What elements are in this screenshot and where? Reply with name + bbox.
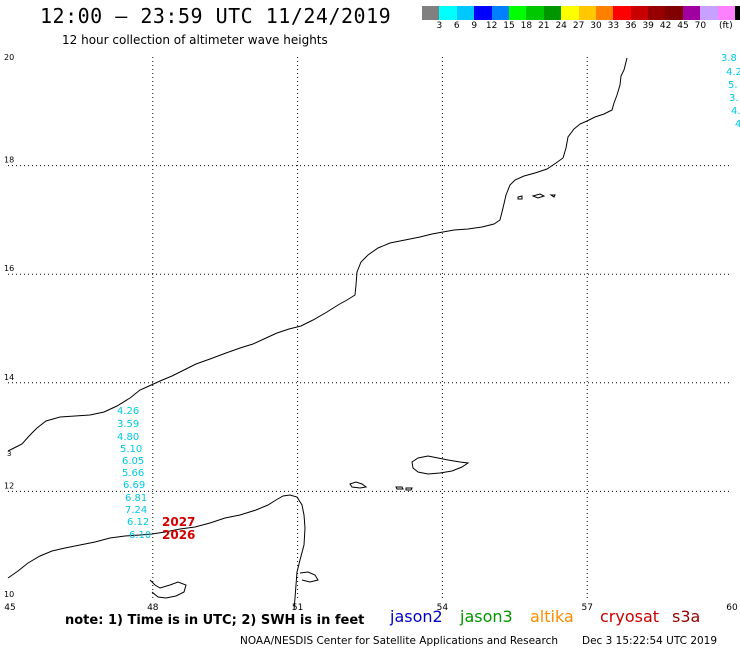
satellite-cryosat: cryosat: [600, 607, 660, 626]
scale-label: 45: [677, 21, 689, 31]
scale-label: 36: [625, 21, 637, 31]
note-text: note: 1) Time is in UTC; 2) SWH is in fe…: [65, 613, 365, 628]
axis-tick-labels: 45 48 51 54 57 60 20 18 16 14 12 10: [4, 53, 738, 613]
satellite-jason2: jason2: [390, 607, 443, 626]
map-title: 12:00 – 23:59 UTC 11/24/2019: [40, 4, 392, 28]
scale-swatch: [474, 6, 492, 20]
scale-label: 24: [555, 21, 567, 31]
island-small-3: [405, 487, 413, 491]
wave-height-label: 3.8: [721, 53, 737, 64]
scale-swatch: [578, 6, 596, 20]
scale-swatch: [735, 6, 740, 20]
wave-height-label: 4: [735, 119, 740, 130]
wave-height-label: 6.69: [123, 480, 145, 491]
satellite-jason3: jason3: [460, 607, 513, 626]
scale-label: 12: [485, 21, 498, 31]
x-tick-label: 45: [4, 603, 15, 613]
y-tick-label: 10: [4, 590, 14, 599]
scale-swatch: [682, 6, 701, 20]
scale-label: 6: [453, 21, 460, 31]
x-tick-label: 48: [147, 603, 159, 613]
scale-swatch: [613, 6, 631, 20]
wave-height-label: 5.66: [122, 468, 144, 479]
wave-height-label: 7.24: [125, 505, 147, 516]
cryosat-pass-label: 2026: [162, 528, 195, 542]
y-tick-label: 12: [4, 481, 14, 490]
wave-height-label: 6.05: [122, 456, 144, 467]
x-tick-label: 57: [581, 603, 592, 613]
satellite-s3a: s3a: [672, 607, 701, 626]
scale-label: 33: [607, 21, 620, 31]
x-tick-label: 54: [437, 603, 449, 613]
scale-swatch: [422, 6, 440, 20]
coastline-arabia: [7, 57, 628, 452]
coastline: [7, 57, 628, 611]
x-tick-label: 60: [726, 603, 738, 613]
scale-swatch: [543, 6, 562, 20]
scale-swatch: [665, 6, 683, 20]
scale-swatch: [526, 6, 544, 20]
coastline-socotra: [411, 455, 470, 475]
color-scale: [422, 6, 740, 20]
scale-label: 18: [520, 21, 533, 31]
wave-height-labels: 4.26 3.59 4.805.106.055.666.69 6.817.246.12…: [7, 53, 740, 542]
scale-swatch: [630, 6, 649, 20]
coastline-somalia-coast-detail: [149, 579, 187, 599]
coastline-somalia: [7, 494, 306, 611]
y-tick-label: 18: [4, 156, 14, 165]
grid-lines: [8, 57, 732, 600]
wave-height-label: 4.2: [726, 67, 740, 78]
y-tick-label: 20: [4, 53, 14, 62]
scale-swatch: [508, 6, 527, 20]
footer-credit: NOAA/NESDIS Center for Satellite Applica…: [240, 635, 558, 647]
scale-label: 39: [642, 21, 654, 31]
scale-label: 30: [590, 21, 602, 31]
y-tick-label: 16: [4, 264, 14, 273]
wave-height-label: 4.: [731, 106, 740, 117]
wave-height-label: 6.10: [129, 530, 151, 541]
island-kuria-2: [531, 193, 546, 199]
y-tick-label: 14: [4, 373, 14, 382]
island-kuria-1: [517, 195, 523, 200]
scale-swatch: [439, 6, 457, 20]
wave-height-label: 6.12: [127, 517, 149, 528]
scale-swatch: [648, 6, 666, 20]
scale-label: 70: [694, 21, 707, 31]
x-tick-label: 51: [292, 603, 303, 613]
island-small-1: [349, 481, 368, 489]
scale-swatch: [717, 6, 736, 20]
scale-swatch: [595, 6, 614, 20]
scale-label: 21: [538, 21, 550, 31]
scale-label: 9: [471, 21, 478, 31]
wave-height-label: 3.59: [117, 419, 139, 430]
island-kuria-3: [549, 194, 556, 198]
scale-label: 27: [572, 21, 585, 31]
scale-swatch: [561, 6, 579, 20]
wave-height-label: 5.10: [120, 444, 142, 455]
scale-swatch: [700, 6, 718, 20]
left-edge-label: 3: [7, 450, 11, 458]
scale-label: 42: [659, 21, 672, 31]
scale-label: (ft): [719, 21, 733, 31]
cryosat-pass-label: 2027: [162, 515, 195, 529]
scale-label: 3: [436, 21, 443, 31]
scale-label: 15: [503, 21, 515, 31]
wave-height-label: 4.26: [117, 406, 139, 417]
wave-height-label: 5.: [728, 80, 738, 91]
coastline-somalia-inlet: [299, 571, 319, 583]
wave-height-label: 4.80: [117, 432, 139, 443]
scale-swatch: [491, 6, 509, 20]
footer-date: Dec 3 15:22:54 UTC 2019: [582, 635, 718, 647]
map-subtitle: 12 hour collection of altimeter wave hei…: [62, 33, 328, 47]
island-small-2: [395, 486, 404, 490]
wave-height-label: 6.81: [125, 493, 147, 504]
satellite-altika: altika: [530, 607, 574, 626]
wave-height-label: 3.: [729, 93, 739, 104]
scale-swatch: [456, 6, 475, 20]
